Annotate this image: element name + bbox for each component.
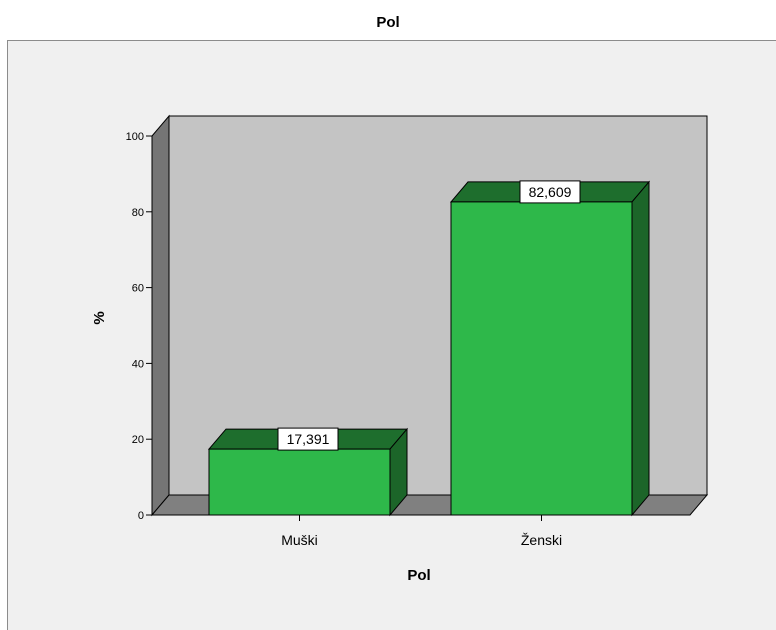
bars	[207, 180, 651, 517]
y-tick-label: 60	[132, 283, 144, 295]
chart-title: Pol	[376, 14, 400, 31]
y-tick-label: 40	[132, 358, 144, 370]
y-tick-label: 100	[126, 131, 144, 143]
data-label: 17,391	[287, 431, 330, 447]
y-axis-title: %	[91, 311, 108, 324]
y-tick-label: 80	[132, 207, 144, 219]
bar-ženski	[450, 201, 633, 516]
left-wall	[151, 114, 170, 517]
x-tick-label: Muški	[281, 532, 318, 548]
x-tick-label: Ženski	[521, 532, 562, 548]
y-tick-label: 20	[132, 434, 144, 446]
data-label-box	[277, 427, 339, 451]
bar-side	[631, 180, 650, 517]
data-label: 82,609	[529, 184, 572, 200]
data-label-box	[519, 180, 581, 204]
labels: 17,391 Muški 82,609 Ženski Pol%	[91, 180, 581, 584]
x-axis-title: Pol	[407, 567, 430, 584]
bar-muški	[208, 448, 391, 516]
y-tick-label: 0	[138, 510, 144, 522]
